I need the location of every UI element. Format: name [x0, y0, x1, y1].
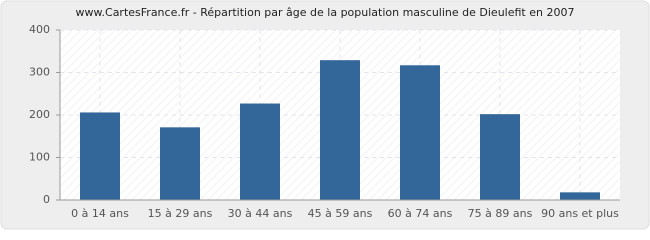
bar	[480, 114, 520, 200]
bar	[240, 103, 280, 200]
x-tick-label: 75 à 89 ans	[468, 207, 533, 220]
chart: www.CartesFrance.fr - Répartition par âg…	[0, 0, 650, 230]
bar	[560, 192, 600, 200]
page: www.CartesFrance.fr - Répartition par âg…	[0, 0, 650, 230]
x-tick-label: 45 à 59 ans	[308, 207, 373, 220]
x-tick-label: 90 ans et plus	[541, 207, 619, 220]
bar	[80, 112, 120, 200]
bar	[160, 127, 200, 200]
x-tick-label: 15 à 29 ans	[148, 207, 213, 220]
bar	[400, 65, 440, 201]
y-tick-label: 0	[43, 193, 50, 206]
y-tick-label: 100	[29, 151, 50, 164]
y-tick-label: 400	[29, 23, 50, 36]
x-tick-label: 0 à 14 ans	[71, 207, 129, 220]
chart-title: www.CartesFrance.fr - Répartition par âg…	[76, 6, 575, 19]
y-tick-label: 200	[29, 108, 50, 121]
x-tick-label: 60 à 74 ans	[388, 207, 453, 220]
x-tick-label: 30 à 44 ans	[228, 207, 293, 220]
y-tick-label: 300	[29, 66, 50, 79]
bar	[320, 60, 360, 200]
